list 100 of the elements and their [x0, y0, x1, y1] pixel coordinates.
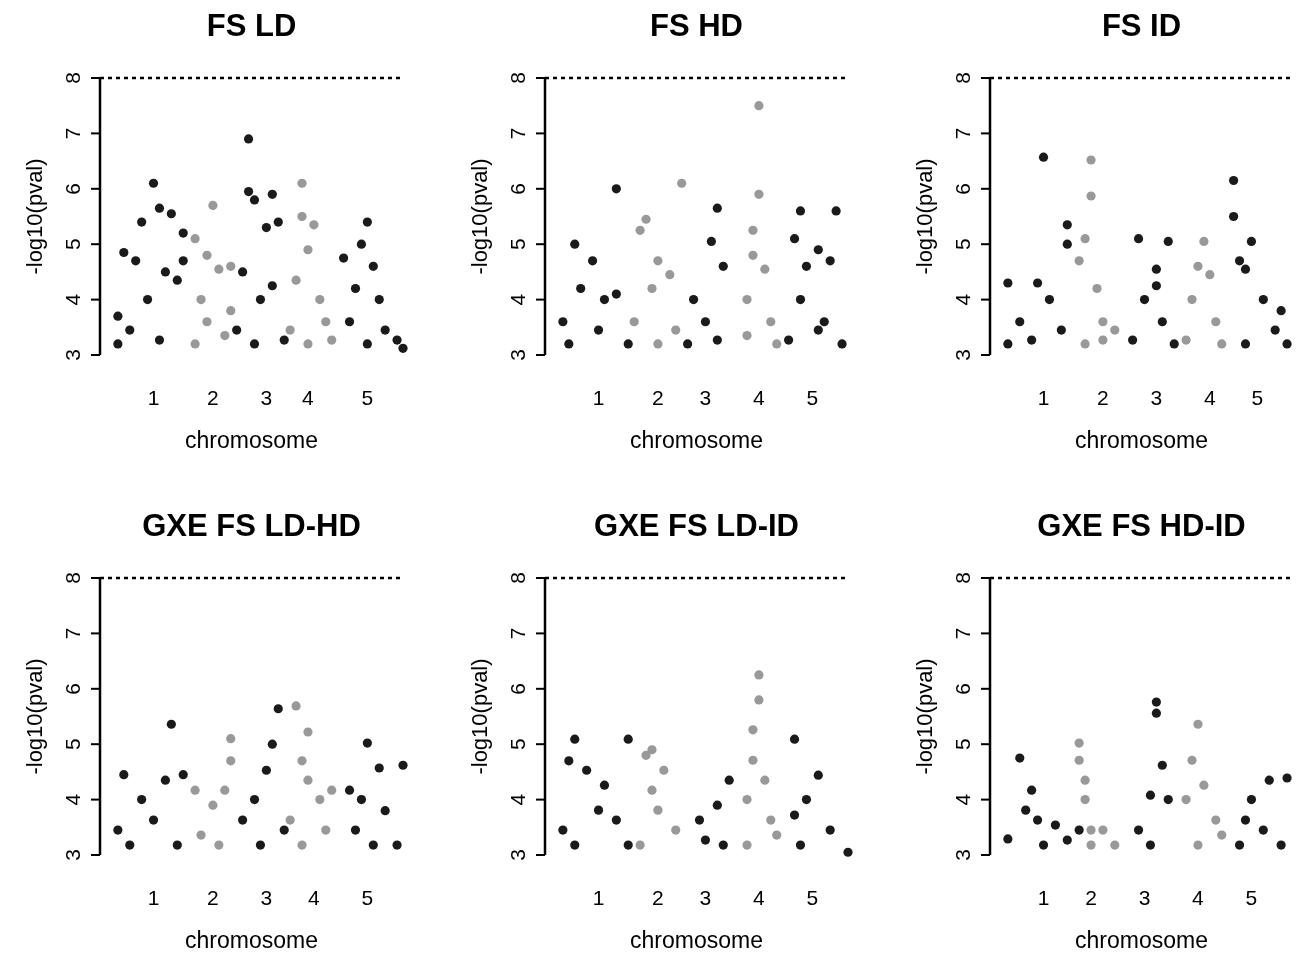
- point: [166, 209, 176, 219]
- point: [1193, 261, 1203, 271]
- point: [344, 785, 355, 795]
- point: [1187, 295, 1197, 305]
- point: [1098, 825, 1108, 835]
- point: [1270, 325, 1280, 335]
- point: [119, 770, 129, 780]
- point: [309, 220, 319, 230]
- point: [772, 830, 782, 840]
- y-tick-label: 3: [60, 849, 84, 861]
- point: [190, 234, 200, 244]
- point: [611, 184, 621, 194]
- point: [760, 775, 770, 785]
- point: [748, 225, 758, 235]
- point: [1240, 815, 1251, 825]
- point: [1145, 790, 1156, 800]
- point: [1128, 335, 1138, 345]
- point: [653, 256, 663, 266]
- point: [671, 325, 681, 335]
- point: [226, 756, 236, 766]
- point: [214, 840, 224, 850]
- point: [653, 805, 663, 815]
- point: [285, 325, 295, 335]
- y-tick-label: 6: [60, 682, 84, 695]
- x-tick-label: 4: [302, 386, 315, 409]
- point: [653, 339, 663, 349]
- x-axis-title: chromosome: [630, 427, 763, 453]
- point: [148, 815, 159, 825]
- x-tick-label: 1: [147, 886, 160, 909]
- point: [380, 325, 390, 335]
- point: [665, 270, 675, 280]
- point: [315, 295, 325, 305]
- y-tick-label: 6: [505, 682, 529, 695]
- point: [1240, 264, 1251, 274]
- point: [1276, 840, 1286, 850]
- point: [226, 734, 236, 744]
- point: [208, 800, 218, 810]
- point: [599, 780, 610, 790]
- point: [766, 815, 776, 825]
- point: [273, 704, 283, 714]
- point: [1015, 317, 1025, 327]
- point: [392, 840, 402, 850]
- point: [1211, 317, 1221, 327]
- point: [291, 701, 301, 711]
- point: [1038, 152, 1049, 162]
- point: [137, 217, 147, 227]
- y-tick-label: 4: [950, 793, 974, 806]
- point: [356, 239, 367, 249]
- point: [315, 795, 325, 805]
- point: [1074, 256, 1084, 266]
- point: [202, 317, 212, 327]
- point: [1276, 306, 1286, 316]
- point: [137, 795, 147, 805]
- point: [1282, 773, 1292, 783]
- point: [1234, 840, 1245, 850]
- point: [754, 670, 764, 680]
- point: [1246, 236, 1257, 247]
- y-tick-label: 7: [505, 127, 529, 140]
- point: [1199, 780, 1209, 790]
- point: [647, 283, 657, 294]
- y-tick-label: 6: [60, 182, 84, 195]
- point: [208, 200, 218, 211]
- point: [712, 800, 722, 810]
- point: [119, 247, 129, 258]
- point: [1282, 339, 1292, 349]
- point: [190, 785, 200, 795]
- y-tick-label: 6: [950, 682, 974, 695]
- point: [712, 203, 722, 213]
- point: [125, 325, 135, 335]
- point: [178, 256, 188, 266]
- point: [576, 283, 586, 294]
- y-tick-label: 7: [60, 627, 84, 640]
- x-tick-label: 2: [1085, 886, 1097, 909]
- point: [214, 264, 224, 274]
- y-tick-label: 5: [950, 738, 974, 751]
- point: [1086, 191, 1096, 201]
- point: [321, 825, 331, 835]
- point: [1151, 708, 1161, 718]
- point: [843, 847, 853, 857]
- point: [754, 189, 764, 199]
- point: [587, 256, 598, 266]
- point: [238, 267, 248, 277]
- point: [1074, 738, 1084, 748]
- point: [706, 236, 716, 247]
- x-tick-label: 3: [1138, 886, 1151, 909]
- point: [1098, 335, 1108, 345]
- point: [795, 840, 806, 850]
- point: [754, 695, 764, 705]
- point: [142, 295, 153, 305]
- point: [1258, 825, 1268, 835]
- point: [190, 339, 200, 349]
- point: [1181, 335, 1191, 345]
- point: [700, 317, 711, 327]
- point: [1163, 795, 1173, 805]
- chart-title: FS HD: [650, 8, 743, 43]
- point: [1086, 155, 1096, 165]
- y-axis-title: -log10(pval): [21, 158, 47, 275]
- point: [1157, 317, 1167, 327]
- point: [374, 763, 384, 773]
- y-tick-label: 5: [505, 738, 529, 751]
